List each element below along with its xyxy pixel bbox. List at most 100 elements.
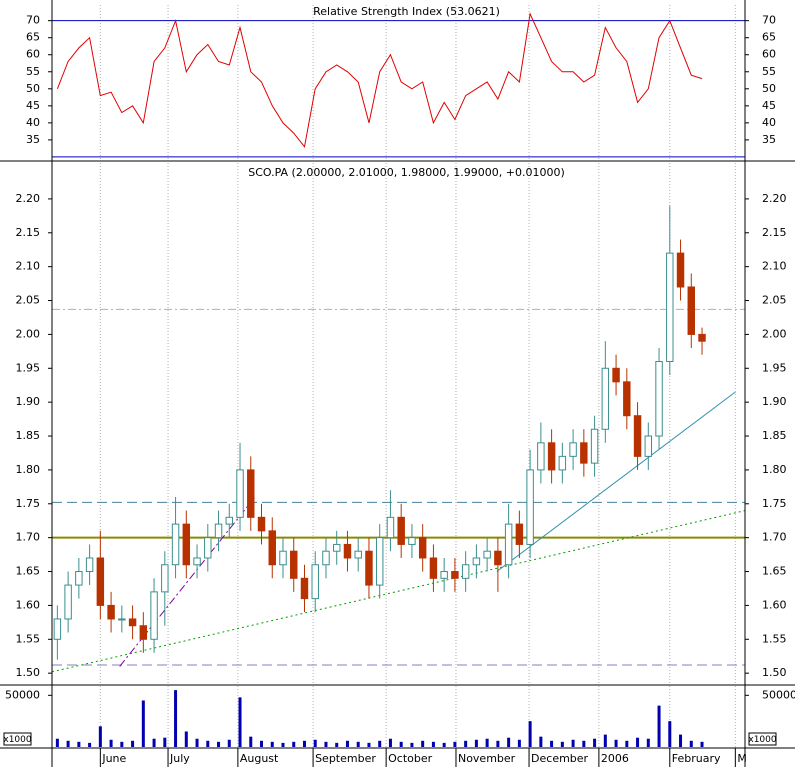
y-tick-label: 65 bbox=[26, 31, 40, 44]
candle-body bbox=[408, 537, 416, 545]
candle-body bbox=[515, 523, 524, 545]
volume-bar bbox=[120, 741, 124, 747]
volume-bar bbox=[539, 736, 543, 747]
candle-body bbox=[375, 537, 384, 586]
volume-bar bbox=[421, 740, 425, 747]
y-tick-label: 1.75 bbox=[16, 497, 41, 510]
candle-body bbox=[526, 469, 534, 545]
candle-body bbox=[150, 591, 158, 640]
candle-body bbox=[504, 523, 513, 566]
volume-bar bbox=[528, 721, 532, 747]
volume-bar bbox=[614, 739, 618, 747]
y-tick-label: 2.15 bbox=[762, 226, 787, 239]
volume-bar bbox=[603, 734, 607, 747]
volume-bar bbox=[270, 741, 274, 747]
volume-bar bbox=[550, 740, 554, 747]
candle-body bbox=[53, 618, 62, 640]
y-tick-label: 1.85 bbox=[16, 429, 41, 442]
x-tick-label: M bbox=[737, 752, 747, 765]
candle-body bbox=[461, 564, 470, 579]
volume-bar bbox=[131, 740, 135, 747]
candle-body bbox=[171, 523, 180, 566]
volume-bar bbox=[582, 740, 586, 747]
y-tick-label: 1.55 bbox=[16, 632, 41, 645]
candle-body bbox=[268, 530, 276, 566]
candle-body bbox=[300, 577, 309, 600]
y-tick-label: 2.20 bbox=[762, 192, 787, 205]
volume-bar bbox=[356, 741, 360, 747]
candle-body bbox=[558, 455, 567, 471]
candle-body bbox=[118, 618, 126, 621]
candle-body bbox=[214, 523, 223, 539]
candle-body bbox=[537, 442, 545, 471]
candle-body bbox=[139, 625, 148, 640]
y-tick-label: 1.70 bbox=[762, 531, 787, 544]
candle-body bbox=[547, 442, 556, 471]
volume-bar bbox=[474, 739, 478, 747]
volume-bar bbox=[302, 740, 306, 747]
candle-body bbox=[193, 557, 201, 566]
rsi-line bbox=[56, 12, 703, 148]
y-tick-label: 1.50 bbox=[762, 666, 787, 679]
volume-bar bbox=[313, 739, 317, 747]
y-tick-label: 1.60 bbox=[16, 598, 41, 611]
candle-body bbox=[569, 442, 577, 457]
volume-bar bbox=[249, 736, 253, 747]
candle-body bbox=[397, 516, 405, 545]
volume-bar bbox=[227, 739, 231, 747]
candle-body bbox=[225, 516, 234, 525]
volume-bar bbox=[625, 740, 629, 747]
candle-body bbox=[343, 543, 352, 559]
y-tick-label: 40 bbox=[762, 116, 776, 129]
y-tick-label: 2.05 bbox=[16, 294, 41, 307]
y-tick-label: 60 bbox=[26, 48, 40, 61]
candle-body bbox=[311, 564, 319, 600]
candle-body bbox=[418, 537, 427, 559]
candle-body bbox=[107, 604, 115, 620]
x-tick-label: November bbox=[458, 752, 516, 765]
volume-bar bbox=[345, 740, 349, 747]
volume-bar bbox=[55, 738, 59, 747]
y-tick-label: 2.00 bbox=[762, 327, 787, 340]
y-tick-label: 55 bbox=[762, 65, 776, 78]
unit-label: x1000 bbox=[3, 735, 32, 745]
y-tick-label: 1.75 bbox=[762, 497, 787, 510]
y-tick-label: 2.15 bbox=[16, 226, 41, 239]
volume-bar bbox=[657, 705, 661, 747]
volume-bar bbox=[646, 738, 650, 747]
candle-body bbox=[590, 428, 599, 464]
candle-body bbox=[236, 469, 244, 518]
candle-body bbox=[580, 442, 588, 464]
candle-body bbox=[332, 543, 341, 552]
y-tick-label: 2.20 bbox=[16, 192, 41, 205]
volume-bar bbox=[184, 731, 188, 747]
y-tick-label: 1.60 bbox=[762, 598, 787, 611]
volume-bar bbox=[88, 742, 92, 747]
candle-body bbox=[440, 571, 448, 579]
y-tick-label: 45 bbox=[762, 99, 776, 112]
volume-bar bbox=[77, 741, 81, 747]
volume-bar bbox=[593, 738, 597, 747]
candle-body bbox=[655, 361, 663, 437]
candle-body bbox=[623, 381, 631, 417]
y-tick-label: 70 bbox=[762, 14, 776, 27]
volume-bar bbox=[485, 738, 489, 747]
candle-body bbox=[204, 537, 212, 559]
volume-bar bbox=[152, 738, 156, 747]
y-tick-label: 2.10 bbox=[16, 260, 41, 273]
trend-line bbox=[496, 391, 736, 572]
volume-bar bbox=[571, 739, 575, 747]
volume-bar bbox=[689, 740, 693, 747]
volume-bar bbox=[260, 740, 264, 747]
volume-bar bbox=[109, 739, 113, 747]
volume-bar bbox=[292, 741, 296, 747]
volume-bar bbox=[335, 742, 339, 747]
y-tick-label: 1.80 bbox=[16, 463, 41, 476]
x-tick-label: December bbox=[531, 752, 589, 765]
candle-body bbox=[676, 252, 685, 288]
candle-body bbox=[612, 367, 620, 383]
panel-title: Relative Strength Index (53.0621) bbox=[313, 5, 500, 18]
x-tick-label: July bbox=[169, 752, 190, 765]
x-tick-label: August bbox=[240, 752, 279, 765]
